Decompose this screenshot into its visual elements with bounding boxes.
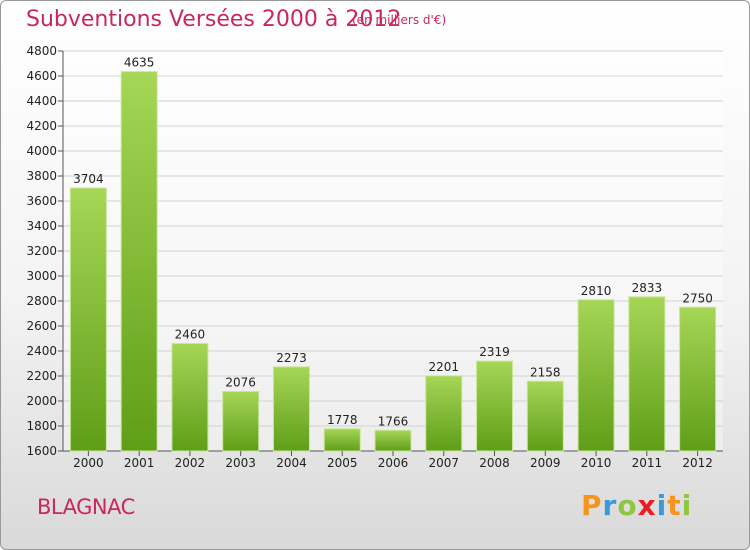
y-tick-label: 1600 — [26, 444, 57, 458]
bar — [425, 375, 463, 452]
y-tick-label: 3600 — [26, 194, 57, 208]
bar-value-label: 2076 — [225, 376, 256, 390]
y-tick-label: 3400 — [26, 219, 57, 233]
logo-letter: t — [667, 489, 682, 522]
y-tick-label: 1800 — [26, 419, 57, 433]
logo-letter: r — [602, 489, 618, 522]
x-tick-label: 2001 — [124, 456, 155, 470]
bar — [679, 306, 717, 452]
y-tick-label: 3200 — [26, 244, 57, 258]
x-tick-label: 2003 — [225, 456, 256, 470]
bar — [171, 343, 209, 452]
bar — [628, 296, 666, 452]
logo-letter: o — [617, 489, 638, 522]
x-tick-label: 2010 — [581, 456, 612, 470]
logo-letter: x — [637, 489, 657, 522]
proxiti-logo[interactable]: Proxiti — [581, 489, 692, 522]
bar-value-label: 1766 — [378, 414, 409, 428]
bar — [120, 71, 158, 452]
bar — [476, 360, 514, 452]
y-tick-label: 4200 — [26, 119, 57, 133]
y-tick-label: 2000 — [26, 394, 57, 408]
bar — [272, 366, 310, 452]
bar — [69, 187, 107, 452]
x-tick-label: 2007 — [428, 456, 459, 470]
bar-value-label: 1778 — [327, 413, 358, 427]
x-tick-label: 2012 — [682, 456, 713, 470]
chart-subtitle: (en milliers d'€) — [352, 13, 447, 27]
x-tick-label: 2006 — [378, 456, 409, 470]
x-tick-label: 2002 — [175, 456, 206, 470]
y-tick-label: 2800 — [26, 294, 57, 308]
bar-value-label: 2460 — [175, 328, 206, 342]
x-tick-label: 2005 — [327, 456, 358, 470]
y-tick-label: 2600 — [26, 319, 57, 333]
bar-value-label: 2810 — [581, 284, 612, 298]
y-tick-label: 4800 — [26, 44, 57, 58]
y-tick-label: 2200 — [26, 369, 57, 383]
commune-name: BLAGNAC — [37, 495, 135, 519]
y-tick-label: 4600 — [26, 69, 57, 83]
y-tick-label: 4400 — [26, 94, 57, 108]
bar — [577, 299, 615, 452]
bar-value-label: 2273 — [276, 351, 307, 365]
bar — [374, 429, 412, 452]
x-tick-label: 2011 — [632, 456, 663, 470]
bar — [526, 380, 564, 452]
logo-letter: P — [581, 489, 603, 522]
bar-value-label: 3704 — [73, 172, 104, 186]
y-tick-label: 4000 — [26, 144, 57, 158]
chart-title: Subventions Versées 2000 à 2012 — [26, 7, 402, 32]
x-tick-label: 2009 — [530, 456, 561, 470]
bar-value-label: 4635 — [124, 56, 155, 70]
bar-value-label: 2201 — [428, 360, 459, 374]
x-tick-label: 2004 — [276, 456, 307, 470]
y-tick-label: 3800 — [26, 169, 57, 183]
y-tick-label: 2400 — [26, 344, 57, 358]
logo-letter: i — [656, 489, 668, 522]
logo-letter: i — [681, 489, 693, 522]
bar-value-label: 2750 — [682, 291, 713, 305]
bar — [323, 428, 361, 452]
bar — [222, 391, 260, 452]
x-tick-label: 2000 — [73, 456, 104, 470]
bar-value-label: 2319 — [479, 345, 510, 359]
x-tick-label: 2008 — [479, 456, 510, 470]
bar-value-label: 2158 — [530, 365, 561, 379]
y-tick-label: 3000 — [26, 269, 57, 283]
bar-value-label: 2833 — [632, 281, 663, 295]
